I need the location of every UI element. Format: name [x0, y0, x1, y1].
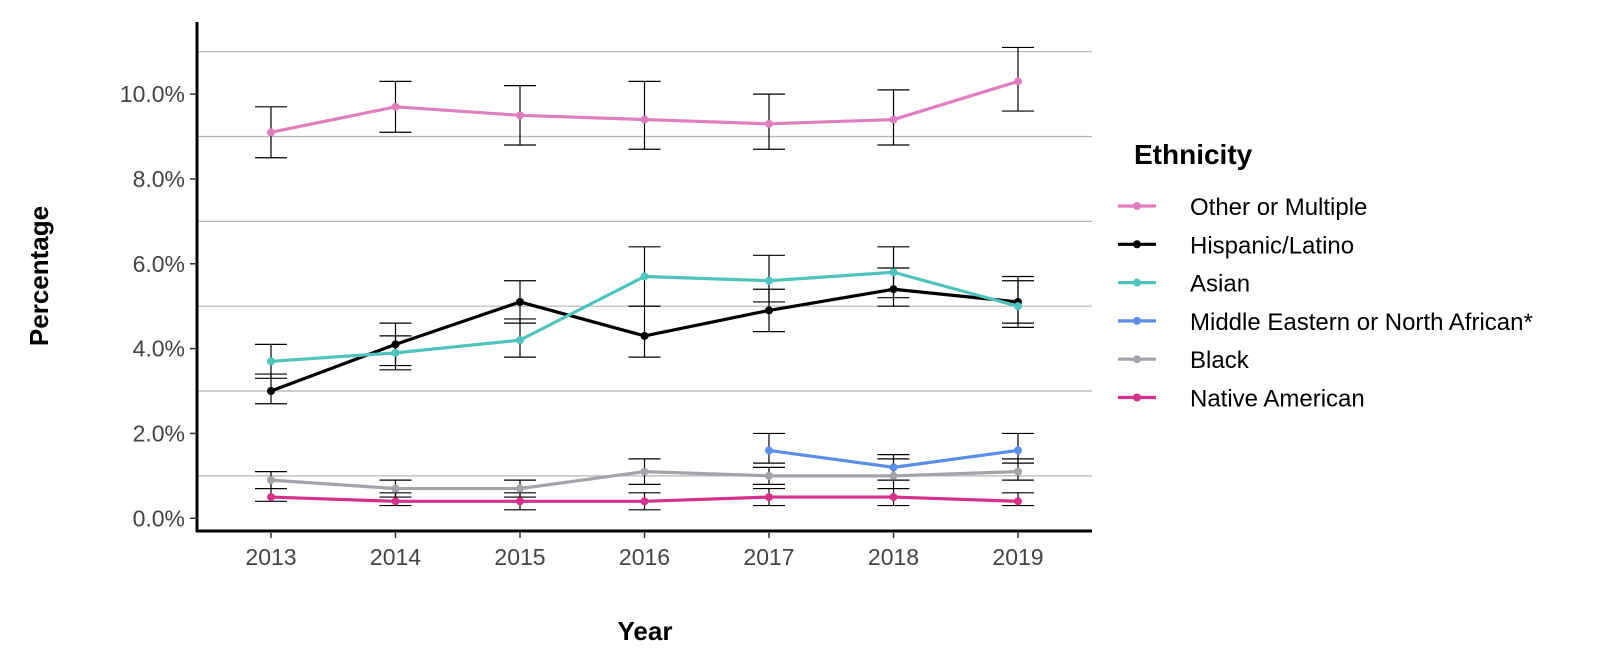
legend-label: Asian [1190, 271, 1250, 298]
data-point [640, 497, 649, 506]
legend-label: Black [1190, 347, 1250, 374]
legend-items: Other or Multiple Hispanic/Latino Asian Mid… [1118, 194, 1533, 413]
legend-key-point [1133, 316, 1141, 325]
x-tick-label: 2015 [494, 544, 545, 570]
legend-key-point [1133, 355, 1141, 364]
y-axis-title: Percentage [24, 206, 54, 346]
data-point [516, 111, 524, 120]
legend: Ethnicity Other or Multiple Hispanic/Lati… [1118, 139, 1533, 413]
data-point [267, 387, 275, 396]
data-point [765, 306, 773, 315]
legend-item: Other or Multiple [1118, 194, 1367, 221]
data-point [640, 115, 649, 124]
x-tick-label: 2016 [619, 544, 670, 570]
x-axis-title: Year [618, 616, 673, 646]
data-point [516, 484, 524, 493]
data-point [1014, 77, 1022, 86]
legend-key-point [1133, 393, 1141, 402]
data-point [889, 493, 898, 502]
data-point [889, 471, 898, 480]
data-point [1014, 446, 1022, 455]
data-point [391, 102, 400, 111]
y-tick-label: 0.0% [133, 505, 185, 531]
data-point [765, 446, 773, 455]
x-tick-label: 2018 [868, 544, 919, 570]
y-tick-label: 8.0% [133, 166, 185, 192]
x-axis-ticks: 2013 2014 2015 2016 2017 2018 2019 [245, 531, 1044, 570]
data-point [1014, 467, 1022, 476]
data-point [267, 476, 275, 485]
data-point [391, 497, 400, 506]
x-tick-label: 2019 [992, 544, 1043, 570]
legend-item: Hispanic/Latino [1118, 232, 1354, 259]
data-point [267, 357, 275, 366]
data-point [765, 276, 773, 285]
y-tick-label: 6.0% [133, 251, 185, 277]
x-tick-label: 2017 [743, 544, 794, 570]
legend-title: Ethnicity [1134, 139, 1253, 170]
data-point [640, 467, 649, 476]
data-point [640, 272, 649, 281]
data-point [391, 348, 400, 357]
data-point [889, 268, 898, 277]
y-axis-ticks: 0.0% 2.0% 4.0% 6.0% 8.0% 10.0% [120, 81, 197, 531]
x-tick-label: 2014 [370, 544, 421, 570]
error-bar [628, 80, 661, 150]
legend-label: Native American [1190, 386, 1365, 413]
data-point [1014, 497, 1022, 506]
legend-label: Middle Eastern or North African* [1190, 309, 1533, 336]
data-point [765, 471, 773, 480]
legend-key-point [1133, 240, 1141, 249]
data-point [1014, 302, 1022, 311]
data-point [516, 497, 524, 506]
data-point [391, 484, 400, 493]
data-point [640, 331, 649, 340]
data-point [267, 493, 275, 502]
data-point [267, 128, 275, 137]
legend-label: Other or Multiple [1190, 194, 1367, 221]
data-point [391, 340, 400, 349]
legend-item: Middle Eastern or North African* [1118, 309, 1533, 336]
series-points [267, 77, 1022, 506]
legend-item: Native American [1118, 386, 1365, 413]
y-tick-label: 10.0% [120, 81, 185, 107]
y-tick-label: 4.0% [133, 336, 185, 362]
data-point [889, 463, 898, 472]
legend-item: Black [1118, 347, 1250, 374]
data-point [516, 336, 524, 345]
data-point [889, 285, 898, 294]
data-point [765, 119, 773, 128]
data-point [765, 493, 773, 502]
y-tick-label: 2.0% [133, 420, 185, 446]
legend-item: Asian [1118, 271, 1250, 298]
x-tick-label: 2013 [245, 544, 296, 570]
legend-label: Hispanic/Latino [1190, 232, 1354, 259]
data-point [516, 297, 524, 306]
legend-key-point [1133, 278, 1141, 287]
legend-key-point [1133, 202, 1141, 210]
data-point [889, 115, 898, 124]
